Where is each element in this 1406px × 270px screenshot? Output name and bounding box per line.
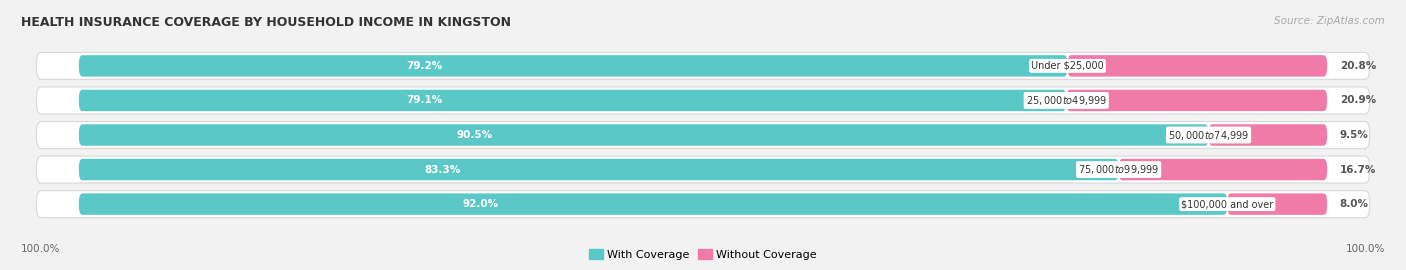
FancyBboxPatch shape xyxy=(1066,90,1327,111)
Text: 92.0%: 92.0% xyxy=(463,199,499,209)
Text: $50,000 to $74,999: $50,000 to $74,999 xyxy=(1168,129,1249,141)
Text: $25,000 to $49,999: $25,000 to $49,999 xyxy=(1025,94,1107,107)
Text: 90.5%: 90.5% xyxy=(456,130,492,140)
Text: 20.8%: 20.8% xyxy=(1340,61,1376,71)
Text: 20.9%: 20.9% xyxy=(1340,95,1375,106)
FancyBboxPatch shape xyxy=(79,193,1227,215)
Text: $75,000 to $99,999: $75,000 to $99,999 xyxy=(1078,163,1160,176)
FancyBboxPatch shape xyxy=(79,159,1119,180)
Text: 83.3%: 83.3% xyxy=(425,164,461,175)
Text: 79.1%: 79.1% xyxy=(406,95,443,106)
FancyBboxPatch shape xyxy=(1067,55,1327,77)
FancyBboxPatch shape xyxy=(79,55,1067,77)
Text: HEALTH INSURANCE COVERAGE BY HOUSEHOLD INCOME IN KINGSTON: HEALTH INSURANCE COVERAGE BY HOUSEHOLD I… xyxy=(21,16,512,29)
FancyBboxPatch shape xyxy=(79,90,1066,111)
Legend: With Coverage, Without Coverage: With Coverage, Without Coverage xyxy=(585,245,821,264)
FancyBboxPatch shape xyxy=(37,156,1369,183)
FancyBboxPatch shape xyxy=(37,191,1369,218)
Text: 79.2%: 79.2% xyxy=(406,61,443,71)
FancyBboxPatch shape xyxy=(37,87,1369,114)
Text: Source: ZipAtlas.com: Source: ZipAtlas.com xyxy=(1274,16,1385,26)
FancyBboxPatch shape xyxy=(1119,159,1327,180)
Text: 100.0%: 100.0% xyxy=(1346,244,1385,254)
Text: 16.7%: 16.7% xyxy=(1340,164,1376,175)
Text: 8.0%: 8.0% xyxy=(1340,199,1368,209)
Text: Under $25,000: Under $25,000 xyxy=(1031,61,1104,71)
Text: 9.5%: 9.5% xyxy=(1340,130,1368,140)
Text: 100.0%: 100.0% xyxy=(21,244,60,254)
FancyBboxPatch shape xyxy=(1227,193,1327,215)
FancyBboxPatch shape xyxy=(79,124,1209,146)
FancyBboxPatch shape xyxy=(37,52,1369,79)
FancyBboxPatch shape xyxy=(37,122,1369,148)
FancyBboxPatch shape xyxy=(1209,124,1327,146)
Text: $100,000 and over: $100,000 and over xyxy=(1181,199,1274,209)
